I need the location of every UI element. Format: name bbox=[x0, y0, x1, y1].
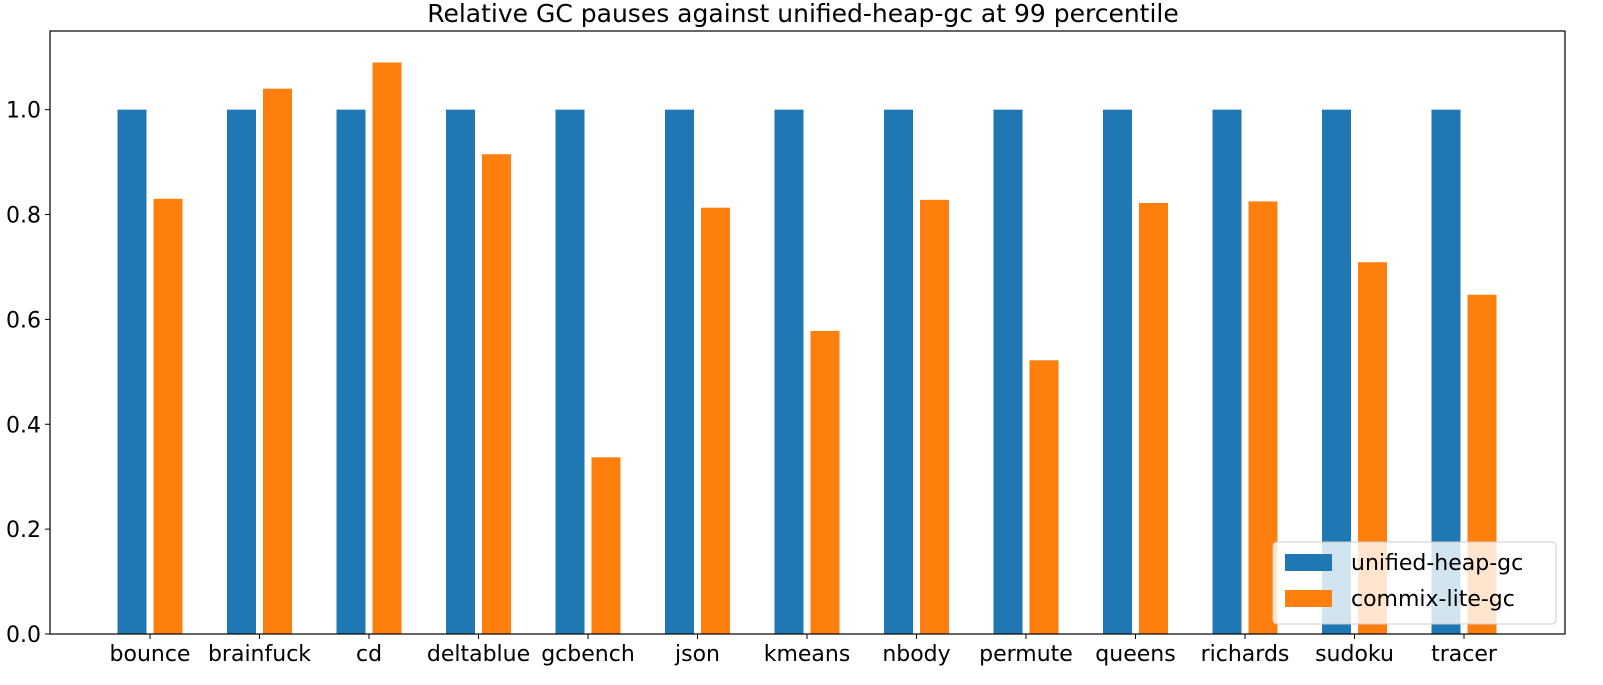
bar-unified-heap-gc-kmeans bbox=[774, 109, 804, 635]
bar-unified-heap-gc-bounce bbox=[117, 109, 147, 635]
bars-layer bbox=[117, 62, 1497, 635]
bar-commix-lite-gc-deltablue bbox=[482, 154, 511, 634]
x-tick-label: nbody bbox=[882, 642, 950, 667]
legend: unified-heap-gc commix-lite-gc bbox=[1272, 541, 1557, 625]
legend-label-unified-heap-gc: unified-heap-gc bbox=[1351, 551, 1523, 576]
y-tick-label: 0.2 bbox=[6, 518, 41, 543]
bar-commix-lite-gc-bounce bbox=[153, 198, 183, 634]
x-tick-label: permute bbox=[979, 642, 1073, 667]
x-tick-label: cd bbox=[356, 642, 382, 667]
x-tick-label: queens bbox=[1095, 642, 1175, 667]
bar-commix-lite-gc-nbody bbox=[920, 199, 949, 634]
axes-layer: bounce brainfuck cd deltablue gcbench json kme… bbox=[6, 30, 1566, 667]
bar-commix-lite-gc-permute bbox=[1029, 360, 1059, 634]
bar-unified-heap-gc-brainfuck bbox=[227, 109, 256, 635]
bar-unified-heap-gc-deltablue bbox=[446, 109, 475, 635]
bar-commix-lite-gc-json bbox=[701, 207, 730, 635]
bar-unified-heap-gc-queens bbox=[1103, 109, 1132, 635]
x-tick-label: deltablue bbox=[427, 642, 530, 667]
plot-frame bbox=[49, 30, 1566, 635]
x-tick-label: brainfuck bbox=[208, 642, 311, 667]
bar-commix-lite-gc-kmeans bbox=[810, 330, 840, 634]
bar-commix-lite-gc-queens bbox=[1139, 202, 1168, 634]
y-tick-label: 1.0 bbox=[6, 99, 41, 124]
x-tick-label: kmeans bbox=[764, 642, 851, 667]
x-tick-label: json bbox=[674, 642, 720, 667]
legend-box bbox=[1272, 541, 1557, 625]
y-tick-label: 0.0 bbox=[6, 623, 41, 648]
y-tick-label: 0.4 bbox=[6, 413, 41, 438]
bar-commix-lite-gc-brainfuck bbox=[263, 88, 292, 634]
x-tick-label: tracer bbox=[1431, 642, 1498, 667]
bar-commix-lite-gc-gcbench bbox=[591, 457, 621, 634]
x-tick-label: richards bbox=[1201, 642, 1290, 667]
y-tick-label: 0.8 bbox=[6, 204, 41, 229]
bar-unified-heap-gc-nbody bbox=[884, 109, 913, 635]
legend-swatch-commix-lite-gc bbox=[1285, 590, 1332, 607]
bar-commix-lite-gc-cd bbox=[372, 62, 402, 634]
bar-unified-heap-gc-json bbox=[665, 109, 694, 635]
x-tick-label: sudoku bbox=[1315, 642, 1394, 667]
bar-unified-heap-gc-gcbench bbox=[555, 109, 585, 635]
legend-swatch-unified-heap-gc bbox=[1285, 554, 1332, 571]
y-tick-label: 0.6 bbox=[6, 308, 41, 333]
bar-unified-heap-gc-permute bbox=[993, 109, 1023, 635]
x-tick-label: gcbench bbox=[541, 642, 635, 667]
chart-title: Relative GC pauses against unified-heap-… bbox=[427, 0, 1179, 28]
legend-label-commix-lite-gc: commix-lite-gc bbox=[1351, 587, 1515, 612]
bar-unified-heap-gc-cd bbox=[336, 109, 366, 635]
x-tick-label: bounce bbox=[110, 642, 191, 667]
bar-unified-heap-gc-richards bbox=[1212, 109, 1242, 635]
